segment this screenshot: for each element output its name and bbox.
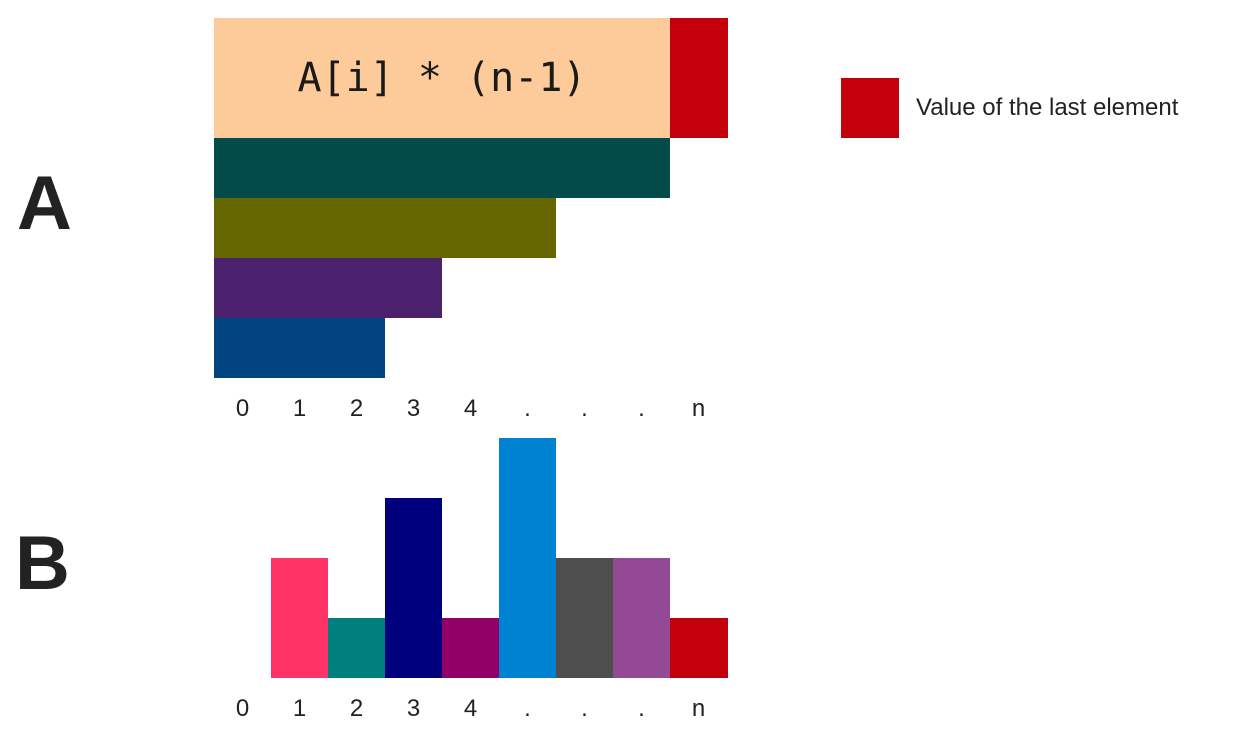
chart-b-bar-1: [271, 558, 328, 678]
chart-b-bar-4: [442, 618, 499, 678]
chart-a-tick-label: 3: [406, 395, 421, 422]
chart-a-bar-2: [214, 198, 556, 258]
chart-b-tick-label: .: [581, 695, 588, 722]
chart-a-tick-label: .: [638, 395, 645, 422]
chart-a-tick-label: 4: [463, 395, 478, 422]
chart-b-bar-8: [670, 618, 728, 678]
chart-a-bar-overhang: [670, 18, 728, 138]
chart-b-bar-6: [556, 558, 613, 678]
formula-label: A[i] * (n-1): [297, 55, 587, 101]
chart-a-bar-0: [214, 18, 670, 138]
chart-b-bar-5: [499, 438, 556, 678]
chart-b-tick-label: .: [524, 695, 531, 722]
chart-b-tick-label: n: [691, 695, 706, 722]
legend-text: Value of the last element: [916, 94, 1179, 121]
chart-a-bar-1: [214, 138, 670, 198]
legend-swatch: [841, 78, 899, 138]
chart-b-tick-label: 0: [235, 695, 250, 722]
chart-a-tick-label: .: [524, 395, 531, 422]
chart-b-bar-3: [385, 498, 442, 678]
chart-a-bar-4: [214, 318, 385, 378]
panel-label-a: A: [17, 161, 72, 246]
chart-b-tick-label: 3: [406, 695, 421, 722]
chart-a-tick-label: 0: [235, 395, 250, 422]
chart-b-bar-7: [613, 558, 670, 678]
chart-a-tick-label: 1: [292, 395, 307, 422]
chart-a-tick-label: .: [581, 395, 588, 422]
panel-label-b: B: [15, 521, 70, 606]
chart-b-tick-label: 4: [463, 695, 478, 722]
chart-b-tick-label: 1: [292, 695, 307, 722]
chart-a-bar-3: [214, 258, 442, 318]
chart-b-tick-label: 2: [349, 695, 364, 722]
chart-a-tick-label: n: [691, 395, 706, 422]
chart-a-tick-label: 2: [349, 395, 364, 422]
chart-b-tick-label: .: [638, 695, 645, 722]
chart-b-bar-2: [328, 618, 385, 678]
